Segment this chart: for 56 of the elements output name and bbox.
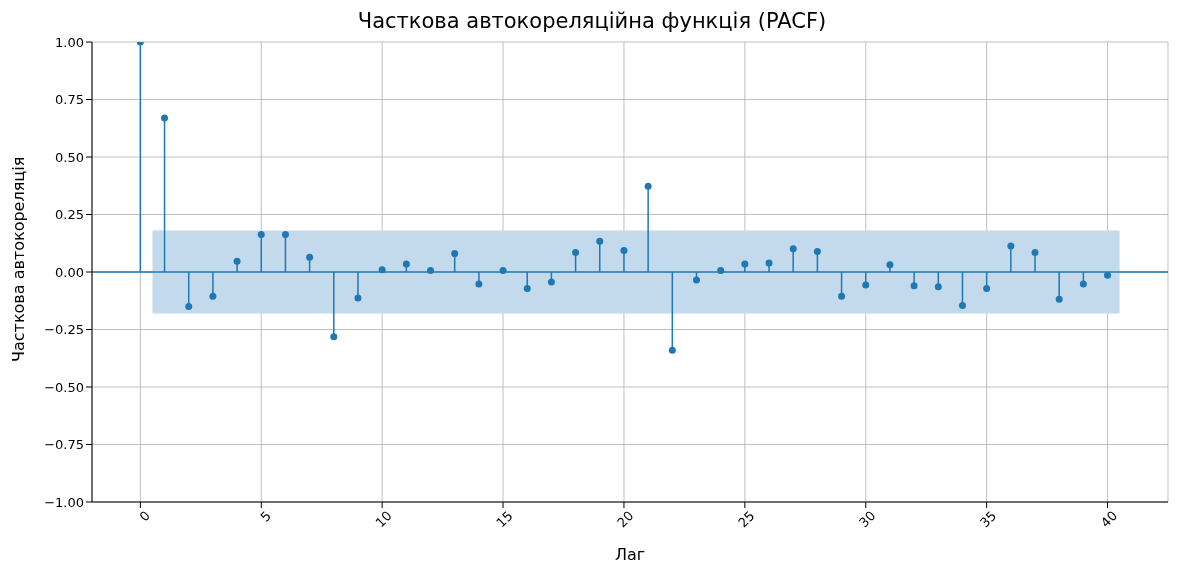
point	[1055, 295, 1063, 303]
point	[1007, 242, 1015, 250]
point	[451, 250, 459, 258]
point	[402, 260, 410, 268]
point	[644, 182, 652, 190]
point	[475, 280, 483, 288]
y-axis-title: Часткова автокореляція	[8, 156, 28, 362]
point	[596, 237, 604, 245]
point	[741, 260, 749, 268]
y-tick-label: −0.75	[44, 437, 84, 453]
x-axis-title: Лаг	[614, 545, 646, 564]
x-tick-label: 10	[372, 508, 395, 531]
x-tick-label: 0	[136, 508, 154, 525]
y-tick-label: 0.50	[55, 149, 84, 165]
point	[862, 281, 870, 289]
point	[185, 303, 193, 310]
y-tick-label: 0.00	[55, 264, 84, 280]
x-tick-label: 35	[976, 508, 1000, 531]
point	[233, 257, 241, 265]
y-tick-label: −0.50	[44, 379, 84, 395]
point	[281, 231, 289, 239]
point	[161, 114, 169, 122]
point	[354, 294, 362, 302]
point	[1079, 280, 1087, 288]
point	[547, 278, 555, 286]
x-tick-label: 40	[1097, 508, 1121, 531]
point	[692, 276, 700, 284]
x-tick-label: 20	[614, 508, 637, 531]
point	[813, 248, 821, 256]
x-tick-label: 30	[856, 508, 879, 531]
point	[523, 285, 531, 293]
point	[934, 283, 942, 291]
y-tick-label: −0.25	[44, 322, 84, 338]
chart-title: Часткова автокореляційна функція (PACF)	[356, 8, 828, 34]
point	[668, 346, 676, 354]
point	[983, 285, 991, 293]
point	[572, 248, 580, 256]
y-tick-label: 1.00	[55, 34, 84, 50]
point	[257, 231, 265, 239]
point	[306, 253, 314, 261]
point	[330, 333, 338, 341]
point	[765, 259, 773, 267]
x-tick-label: 25	[735, 508, 758, 531]
point	[910, 282, 918, 290]
point	[789, 245, 797, 253]
y-tick-label: −1.00	[44, 494, 84, 510]
point	[958, 302, 966, 310]
x-tick-label: 15	[493, 508, 516, 531]
x-tick-label: 5	[257, 508, 274, 525]
point	[838, 292, 846, 300]
point	[209, 292, 217, 300]
point	[886, 261, 894, 269]
point	[1031, 248, 1039, 256]
y-tick-label: 0.75	[55, 92, 84, 108]
point	[620, 247, 628, 255]
y-tick-label: 0.25	[55, 207, 84, 223]
